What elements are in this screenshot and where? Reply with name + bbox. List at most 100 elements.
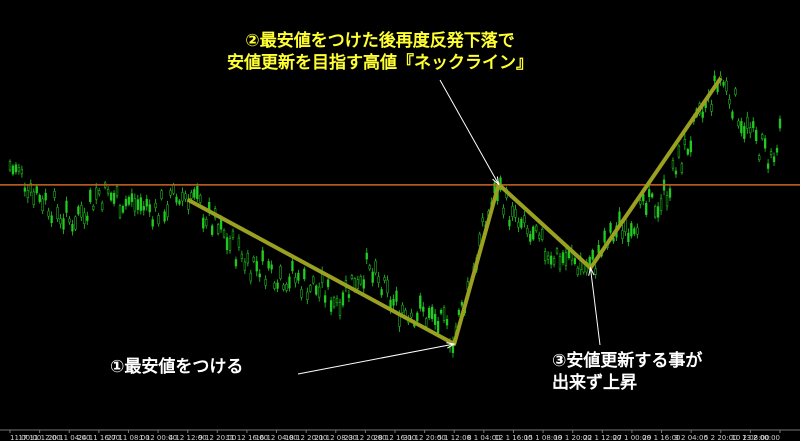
candle-body: [549, 255, 553, 265]
candle-body: [633, 228, 636, 235]
candle-body: [17, 167, 21, 172]
candle-body: [8, 161, 12, 171]
candle-body: [561, 252, 565, 264]
candle-body: [648, 189, 651, 197]
x-tick-label: 29 1 16:00: [643, 434, 681, 441]
candle-body: [377, 276, 380, 283]
candle-body: [20, 169, 24, 175]
candle-body: [315, 285, 318, 295]
candle-body: [112, 192, 116, 204]
candle-body: [535, 225, 538, 232]
candle-body: [517, 222, 520, 228]
annotation-lowest-low-text: ①最安値をつける: [110, 357, 244, 377]
candle-body: [651, 193, 654, 198]
x-tick-label: 22 1 12:00: [583, 434, 621, 441]
arrow-to-higher-low-head: [588, 266, 595, 276]
candle-body: [77, 206, 80, 215]
candle-body: [29, 183, 32, 193]
x-tick-label: 10 2 08:00: [731, 434, 769, 441]
candle-body: [416, 312, 419, 322]
candle-body: [386, 279, 389, 294]
candle-body: [23, 187, 27, 192]
annotation-neckline-line2: 安値更新を目指す高値『ネックライン』: [227, 53, 533, 73]
candle-body: [508, 219, 511, 227]
candle-body: [612, 237, 615, 242]
candle-body: [312, 276, 315, 284]
candle-body: [264, 278, 267, 286]
x-tick-label: 27 11 08:00: [107, 434, 149, 441]
candle-body: [401, 304, 404, 313]
candle-body: [47, 210, 50, 217]
x-tick-label: 28 12 16:00: [374, 434, 416, 441]
candle-body: [53, 191, 56, 198]
candle-body: [26, 190, 29, 199]
candle-body: [766, 163, 770, 169]
candle-body: [442, 307, 446, 321]
candle-body: [276, 282, 279, 289]
x-tick-label: 16 12 04:00: [255, 434, 297, 441]
candle-body: [41, 198, 44, 211]
candle-body: [639, 200, 642, 205]
candle-body: [621, 230, 624, 239]
candle-body: [431, 306, 434, 320]
candle-body: [558, 256, 562, 270]
candle-body: [151, 219, 154, 227]
candle-body: [65, 200, 68, 213]
candle-body: [121, 206, 125, 213]
candle-body: [270, 264, 273, 270]
candle-body: [205, 219, 208, 227]
candle-body: [139, 197, 142, 211]
candle-body: [38, 195, 41, 203]
candle-body: [436, 321, 440, 334]
candle-body: [80, 205, 83, 218]
candle-body: [710, 104, 713, 112]
candle-body: [591, 249, 594, 260]
candle-body: [74, 216, 77, 230]
candle-body: [124, 198, 128, 207]
candle-body: [222, 229, 226, 238]
candle-body: [323, 295, 327, 303]
candle-body: [362, 279, 365, 289]
candle-body: [255, 261, 258, 272]
candles-layer: [8, 70, 782, 358]
candle-body: [671, 160, 675, 169]
candle-body: [252, 257, 255, 262]
candle-body: [546, 255, 550, 260]
candle-body: [92, 205, 95, 210]
candle-body: [686, 149, 689, 155]
candle-body: [300, 289, 303, 298]
candle-body: [653, 206, 657, 218]
candle-body: [32, 191, 35, 205]
candle-body: [172, 184, 175, 194]
candle-body: [258, 273, 261, 278]
x-tick-label: 21 12 08:00: [315, 434, 357, 441]
x-tick-label: 12 1 16:00: [494, 434, 532, 441]
candle-body: [341, 292, 345, 306]
candle-body: [332, 297, 336, 308]
candle-body: [326, 279, 330, 288]
candle-body: [645, 203, 648, 215]
candle-body: [502, 207, 505, 215]
candle-body: [240, 253, 244, 259]
candle-body: [216, 224, 220, 234]
candle-body: [249, 272, 252, 282]
candle-body: [219, 218, 223, 230]
x-tick-label: 15 1 08:00: [524, 434, 562, 441]
candle-body: [541, 228, 544, 241]
candle-body: [383, 277, 386, 281]
candle-body: [603, 230, 606, 243]
candle-body: [234, 259, 238, 267]
candle-body: [594, 268, 597, 275]
candle-body: [769, 151, 773, 155]
annotation-failed-new-low: ③安値更新する事が 出来ず上昇: [552, 350, 702, 394]
candle-body: [713, 75, 716, 82]
candle-body: [106, 189, 110, 194]
candle-body: [59, 218, 62, 225]
candle-body: [44, 192, 47, 201]
candle-body: [50, 215, 53, 224]
candle-body: [433, 313, 437, 325]
candle-body: [62, 218, 65, 230]
candle-body: [237, 237, 241, 248]
candle-body: [133, 198, 137, 212]
